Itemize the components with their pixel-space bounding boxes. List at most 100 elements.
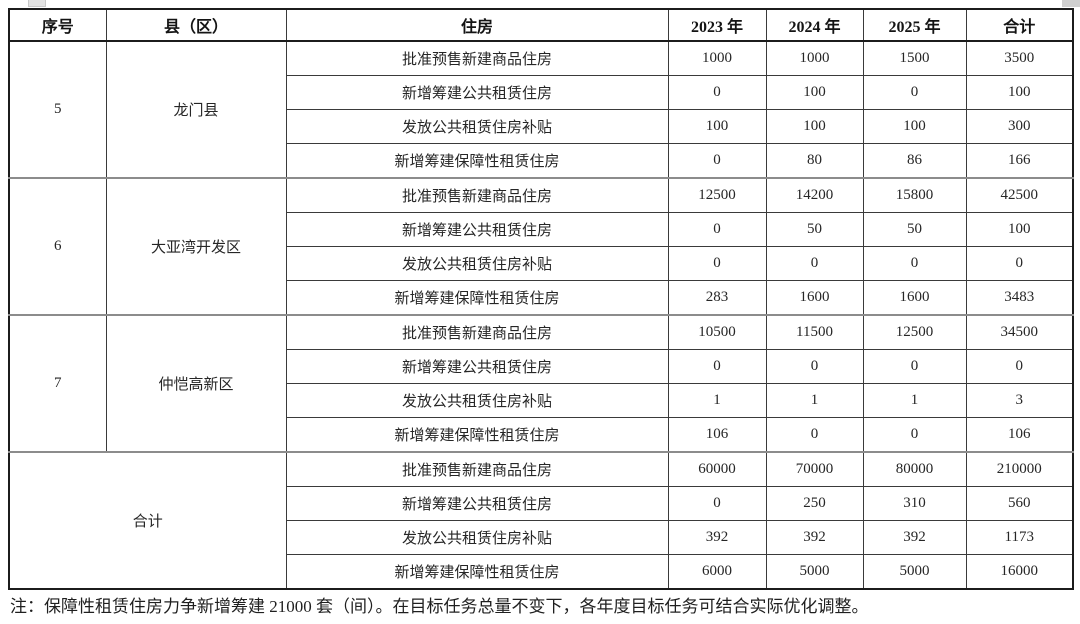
table-row: 发放公共租赁住房补贴 392 392 392 1173 [9, 520, 1074, 555]
value-2023: 60000 [667, 451, 767, 487]
table-row: 新增筹建公共租赁住房 0 0 0 0 [9, 349, 1074, 384]
value-2023: 392 [667, 520, 767, 555]
table-row: 发放公共租赁住房补贴 1 1 1 3 [9, 383, 1074, 418]
housing-type-label: 发放公共租赁住房补贴 [285, 383, 669, 418]
screen-artifact [1062, 0, 1080, 7]
value-2025: 0 [862, 349, 967, 384]
group-district: 龙门县 [105, 40, 287, 179]
value-total: 0 [965, 349, 1074, 384]
housing-type-label: 新增筹建公共租赁住房 [285, 486, 669, 521]
value-2025: 1500 [862, 40, 967, 76]
footnote: 注：保障性租赁住房力争新增筹建 21000 套（间）。在目标任务总量不变下，各年… [10, 597, 869, 616]
value-2025: 80000 [862, 451, 967, 487]
header-2024: 2024 年 [765, 8, 864, 42]
housing-type-label: 发放公共租赁住房补贴 [285, 109, 669, 144]
value-2024: 5000 [765, 554, 864, 590]
value-2024: 100 [765, 109, 864, 144]
group-serial: 7 [8, 314, 107, 453]
value-2025: 86 [862, 143, 967, 179]
housing-type-label: 批准预售新建商品住房 [285, 314, 669, 350]
housing-plan-table: 序号 县（区） 住房 2023 年 2024 年 2025 年 合计 5 龙门县… [8, 8, 1074, 590]
group-district: 仲恺高新区 [105, 314, 287, 453]
value-total: 210000 [965, 451, 1074, 487]
value-2023: 283 [667, 280, 767, 316]
housing-type-label: 新增筹建公共租赁住房 [285, 212, 669, 247]
value-2023: 100 [667, 109, 767, 144]
header-district: 县（区） [105, 8, 287, 42]
value-2024: 392 [765, 520, 864, 555]
housing-type-label: 发放公共租赁住房补贴 [285, 520, 669, 555]
table-row: 6 大亚湾开发区 批准预售新建商品住房 12500 14200 15800 42… [8, 177, 1074, 316]
housing-type-label: 新增筹建保障性租赁住房 [285, 280, 669, 316]
value-2023: 0 [667, 75, 767, 110]
value-2023: 106 [667, 417, 767, 453]
value-total: 42500 [965, 177, 1074, 213]
value-2023: 12500 [667, 177, 767, 213]
value-total: 3500 [965, 40, 1074, 76]
screen-artifact [28, 0, 46, 7]
group-serial: 6 [8, 177, 107, 316]
grand-total-label: 合计 [8, 451, 287, 590]
value-2025: 5000 [862, 554, 967, 590]
value-total: 166 [965, 143, 1074, 179]
housing-type-label: 新增筹建保障性租赁住房 [285, 143, 669, 179]
value-2024: 11500 [765, 314, 864, 350]
value-total: 100 [965, 212, 1074, 247]
value-2024: 14200 [765, 177, 864, 213]
value-2025: 1 [862, 383, 967, 418]
value-2023: 0 [667, 349, 767, 384]
value-total: 3 [965, 383, 1074, 418]
value-total: 0 [965, 246, 1074, 281]
value-2023: 0 [667, 486, 767, 521]
value-2025: 0 [862, 417, 967, 453]
value-2025: 0 [862, 75, 967, 110]
housing-type-label: 新增筹建保障性租赁住房 [285, 554, 669, 590]
table-row: 新增筹建保障性租赁住房 106 0 0 106 [9, 417, 1074, 453]
value-2025: 15800 [862, 177, 967, 213]
table-row: 发放公共租赁住房补贴 0 0 0 0 [9, 246, 1074, 281]
header-serial: 序号 [8, 8, 107, 42]
table-row: 合计 批准预售新建商品住房 60000 70000 80000 210000 [8, 451, 1074, 590]
value-total: 16000 [965, 554, 1074, 590]
value-2024: 0 [765, 246, 864, 281]
value-2024: 0 [765, 349, 864, 384]
value-2025: 392 [862, 520, 967, 555]
value-total: 34500 [965, 314, 1074, 350]
value-total: 3483 [965, 280, 1074, 316]
value-total: 300 [965, 109, 1074, 144]
table-row: 新增筹建保障性租赁住房 0 80 86 166 [9, 143, 1074, 179]
table-row: 新增筹建保障性租赁住房 6000 5000 5000 16000 [9, 554, 1074, 590]
value-2024: 0 [765, 417, 864, 453]
value-2025: 0 [862, 246, 967, 281]
value-2024: 250 [765, 486, 864, 521]
value-2024: 1000 [765, 40, 864, 76]
value-2025: 50 [862, 212, 967, 247]
table-row: 新增筹建公共租赁住房 0 100 0 100 [9, 75, 1074, 110]
housing-type-label: 批准预售新建商品住房 [285, 451, 669, 487]
value-2023: 6000 [667, 554, 767, 590]
header-2023: 2023 年 [667, 8, 767, 42]
header-2025: 2025 年 [862, 8, 967, 42]
value-2025: 12500 [862, 314, 967, 350]
value-total: 100 [965, 75, 1074, 110]
value-2024: 1600 [765, 280, 864, 316]
value-2025: 1600 [862, 280, 967, 316]
value-2024: 70000 [765, 451, 864, 487]
housing-type-label: 批准预售新建商品住房 [285, 177, 669, 213]
value-2023: 0 [667, 143, 767, 179]
value-2023: 1000 [667, 40, 767, 76]
value-2025: 310 [862, 486, 967, 521]
housing-type-label: 新增筹建公共租赁住房 [285, 75, 669, 110]
value-2024: 80 [765, 143, 864, 179]
table-row: 5 龙门县 批准预售新建商品住房 1000 1000 1500 3500 [8, 40, 1074, 179]
value-2023: 1 [667, 383, 767, 418]
table-row: 新增筹建公共租赁住房 0 50 50 100 [9, 212, 1074, 247]
value-total: 560 [965, 486, 1074, 521]
value-2023: 10500 [667, 314, 767, 350]
table-row: 发放公共租赁住房补贴 100 100 100 300 [9, 109, 1074, 144]
header-total: 合计 [965, 8, 1074, 42]
value-total: 1173 [965, 520, 1074, 555]
table-row: 7 仲恺高新区 批准预售新建商品住房 10500 11500 12500 345… [8, 314, 1074, 453]
table-row: 新增筹建保障性租赁住房 283 1600 1600 3483 [9, 280, 1074, 316]
